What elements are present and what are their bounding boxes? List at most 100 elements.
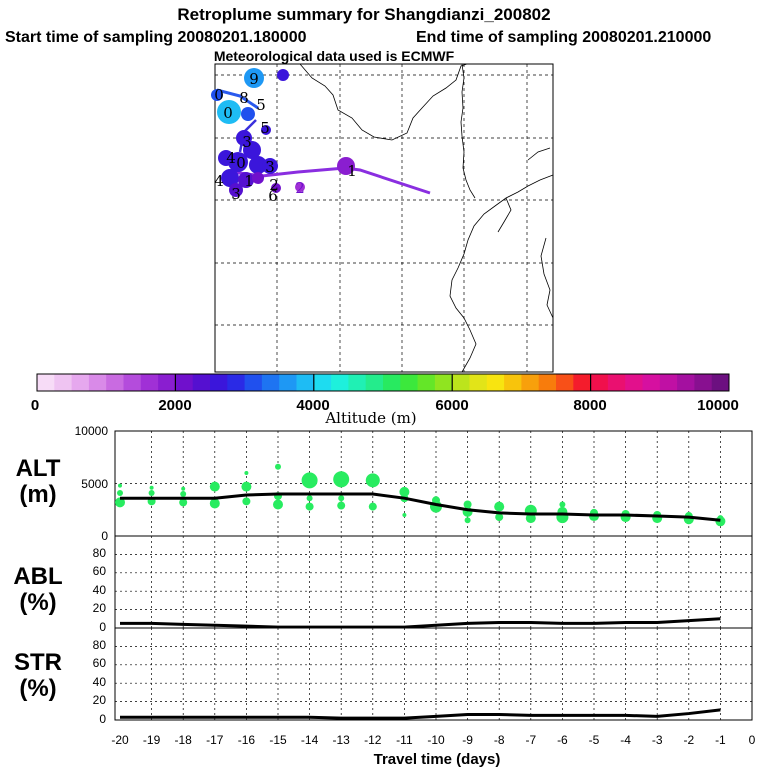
traj-label: 0 [214,86,224,104]
alt-scatter-point [306,495,313,502]
traj-label: 3 [231,185,241,203]
alt-scatter-point [338,495,345,502]
str-plot-frame [114,627,753,721]
alt-scatter-point [402,513,407,517]
colorbar-cell [71,374,90,391]
x-tick-label: -9 [462,733,473,747]
alt-scatter-point [179,498,188,507]
alt-scatter-point [180,491,187,497]
altitude-colorbar: 0 2000 4000 6000 8000 10000 Altitude (m) [31,373,739,427]
alt-scatter-point [244,471,249,475]
abl-gridlines [115,536,752,628]
blob [261,125,271,135]
x-tick-label: -7 [525,733,536,747]
colorbar-cell [37,374,55,391]
abl-line [120,617,721,629]
str-panel-unit: (%) [19,675,56,702]
traj-label: 1 [347,162,357,180]
abl-ytick-label: 0 [99,620,106,634]
alt-panel: 10000 5000 0 ALT (m) [16,424,753,543]
traj-label: 0 [223,104,233,122]
str-ytick-label: 20 [93,693,107,707]
traj-label: 6 [268,187,278,205]
traj-label: 0 [236,154,246,172]
trajectory-path-upper [216,88,259,110]
blob [271,183,281,193]
colorbar-cell [313,374,332,391]
x-axis-label: Travel time (days) [374,751,501,768]
alt-scatter-point [305,502,314,511]
x-tick-label: -3 [652,733,663,747]
blob [221,169,239,187]
alt-scatter-point [399,486,410,497]
x-tick-label: -15 [269,733,287,747]
colorbar-cell [452,374,470,391]
alt-gridlines [115,431,752,536]
blob [249,156,267,174]
colorbar-cell [140,374,159,391]
abl-panel: 80 60 40 20 0 ABL (%) [13,535,753,634]
colorbar-cell [158,374,176,391]
str-gridlines [115,628,752,720]
colorbar-cell [677,374,695,391]
colorbar-cell [279,374,297,391]
alt-scatter-point [559,501,566,508]
colorbar-tick-label: 8000 [573,397,606,414]
colorbar-cell [417,374,436,391]
x-tick-label: -14 [301,733,319,747]
x-tick-label: -18 [175,733,193,747]
colorbar-cell [106,374,124,391]
alt-scatter-point [273,499,283,510]
colorbar-cell [331,374,349,391]
alt-scatter-point [148,489,155,496]
alt-scatter-point [115,497,125,508]
alt-scatter-point [495,513,504,522]
x-tick-label: -10 [427,733,445,747]
colorbar-tick-label: 6000 [435,397,468,414]
colorbar-cell [625,374,643,391]
start-time-label: Start time of sampling 20080201.180000 [5,29,307,46]
colorbar-cell [642,374,661,391]
colorbar-cell [383,374,401,391]
str-ytick-label: 80 [93,638,107,652]
traj-label: 4 [226,149,236,167]
colorbar-tick-label: 4000 [296,397,329,414]
x-tick-label: -5 [589,733,600,747]
x-tick-label: -1 [715,733,726,747]
alt-scatter-point [241,481,252,492]
blob [217,100,241,124]
colorbar-tick-label: 10000 [697,397,739,414]
abl-panel-title: ABL [13,563,62,590]
colorbar-cell [521,374,540,391]
abl-ytick-label: 60 [93,564,107,578]
alt-scatter-point [494,501,505,512]
alt-scatter-point [209,498,220,509]
colorbar-axis-label: Altitude (m) [324,409,416,427]
coastline [299,63,554,373]
traj-label: 5 [256,96,266,114]
colorbar-cell [210,374,228,391]
blob [229,183,243,197]
abl-ytick-label: 40 [93,583,107,597]
alt-panel-title: ALT [16,455,61,482]
colorbar-cell [590,374,609,391]
alt-scatter-point [432,496,440,505]
x-axis: -20 -19 -18 -17 -16 -15 -14 -13 -12 -11 -10 -9 -8 -7-… [111,733,755,768]
alt-scatter-point [301,472,318,489]
alt-ytick-label: 5000 [81,477,108,491]
met-data-label: Meteorological data used is ECMWF [214,48,455,64]
colorbar-frame [36,373,730,392]
alt-ytick-label: 10000 [75,424,109,438]
x-tick-label: -11 [396,733,413,747]
blob [241,107,255,121]
abl-plot-frame [114,535,753,629]
str-ytick-label: 0 [99,712,106,726]
colorbar-cell [607,374,626,391]
colorbar-cell [227,374,246,391]
alt-scatter-point [464,517,471,524]
colorbar-cell [573,374,592,391]
trajectory-blobs [211,68,355,197]
colorbar-cell [88,374,107,391]
traj-label: 1 [244,172,254,190]
alt-scatter-point [209,481,220,492]
